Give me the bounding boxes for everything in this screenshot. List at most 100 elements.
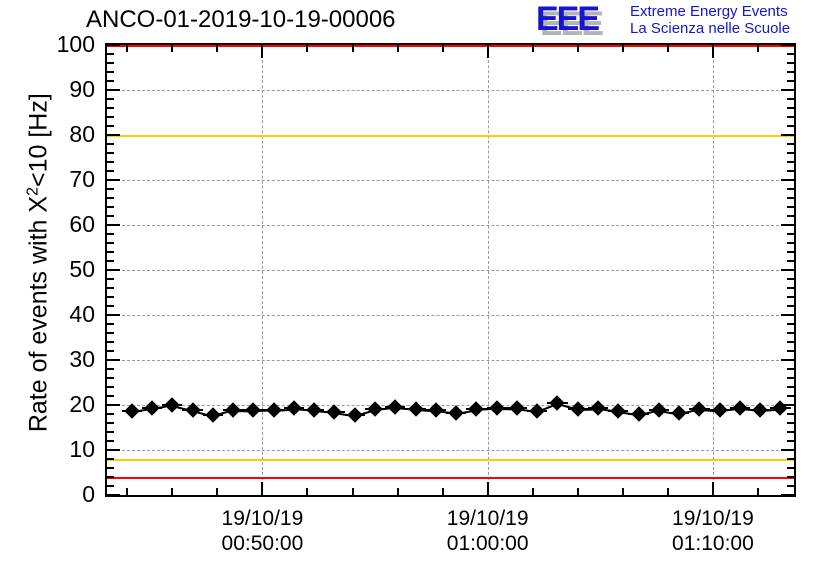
eee-logo-line2: La Scienza nelle Scuole xyxy=(630,20,791,37)
y-axis-minor-tick xyxy=(787,170,794,172)
x-axis-minor-tick xyxy=(441,45,444,52)
y-axis-minor-tick xyxy=(787,386,794,388)
x-axis-major-tick xyxy=(486,45,489,58)
y-axis-minor-tick xyxy=(787,278,794,280)
eee-logo: EEE EEE Extreme Energy Events La Scienza… xyxy=(536,2,834,42)
x-axis-tick-label-time: 01:10:00 xyxy=(672,532,754,555)
x-axis-minor-tick xyxy=(306,488,309,495)
y-axis-minor-tick xyxy=(787,377,794,379)
y-axis-major-tick xyxy=(781,404,794,406)
y-axis-tick-label: 50 xyxy=(69,256,95,282)
y-axis-minor-tick xyxy=(787,116,794,118)
y-axis-minor-tick xyxy=(107,413,114,415)
data-point-marker xyxy=(144,400,160,416)
data-point-marker xyxy=(367,401,383,417)
reference-line-upper-red-limit xyxy=(107,45,794,47)
y-axis-major-tick xyxy=(107,449,120,451)
x-axis-tick-label-date: 19/10/19 xyxy=(446,507,529,530)
y-axis-minor-tick xyxy=(787,422,794,424)
y-axis-minor-tick xyxy=(107,143,114,145)
x-axis-minor-tick xyxy=(621,45,624,52)
y-axis-minor-tick xyxy=(107,206,114,208)
data-point-marker xyxy=(630,406,647,422)
y-axis-minor-tick xyxy=(787,413,794,415)
gridline-horizontal xyxy=(107,90,794,91)
y-axis-minor-tick xyxy=(107,341,114,343)
reference-line-lower-yellow-warning xyxy=(107,459,794,461)
x-axis-major-tick xyxy=(261,45,264,58)
data-point-marker xyxy=(286,400,302,416)
x-axis-minor-tick xyxy=(351,488,354,495)
y-axis-tick-label: 20 xyxy=(69,391,95,417)
y-axis-major-tick xyxy=(781,314,794,316)
x-axis-minor-tick xyxy=(531,45,534,52)
y-axis-minor-tick xyxy=(107,395,114,397)
y-axis-minor-tick xyxy=(107,476,114,478)
y-axis-minor-tick xyxy=(107,107,114,109)
y-axis-minor-tick xyxy=(787,188,794,190)
data-point-marker xyxy=(671,405,687,421)
y-axis-major-tick xyxy=(107,134,120,136)
y-axis-major-tick xyxy=(781,494,794,495)
data-point-marker xyxy=(569,400,586,417)
y-axis-major-tick xyxy=(781,224,794,226)
data-point-marker xyxy=(772,400,789,416)
x-axis-minor-tick xyxy=(666,488,669,495)
y-axis-major-tick xyxy=(107,269,120,271)
y-axis-tick-label: 30 xyxy=(69,346,95,372)
x-axis-minor-tick xyxy=(621,488,624,495)
y-axis-minor-tick xyxy=(107,71,114,73)
y-axis-minor-tick xyxy=(107,170,114,172)
y-axis-minor-tick xyxy=(787,395,794,397)
x-axis-minor-tick xyxy=(216,488,219,495)
reference-line-lower-red-limit xyxy=(107,477,794,479)
y-axis-minor-tick xyxy=(787,242,794,244)
y-axis-minor-tick xyxy=(787,71,794,73)
y-axis-major-tick xyxy=(781,269,794,271)
y-axis-major-tick xyxy=(107,45,120,46)
y-axis-tick-label: 60 xyxy=(69,211,95,237)
y-axis-minor-tick xyxy=(107,161,114,163)
y-axis-tick-label: 40 xyxy=(69,301,95,327)
y-axis-minor-tick xyxy=(787,233,794,235)
y-axis-minor-tick xyxy=(107,251,114,253)
y-axis-minor-tick xyxy=(787,80,794,82)
y-axis-minor-tick xyxy=(787,287,794,289)
y-axis-tick-label: 100 xyxy=(56,31,95,57)
y-axis-minor-tick xyxy=(787,476,794,478)
y-axis-minor-tick xyxy=(107,53,114,55)
y-axis-minor-tick xyxy=(787,197,794,199)
y-axis-minor-tick xyxy=(787,350,794,352)
gridline-vertical xyxy=(712,45,714,495)
y-axis-minor-tick xyxy=(787,152,794,154)
x-axis-minor-tick xyxy=(171,45,174,52)
x-axis-minor-tick xyxy=(216,45,219,52)
y-axis-major-tick xyxy=(107,224,120,226)
data-point-marker xyxy=(407,400,424,417)
gridline-horizontal xyxy=(107,360,794,361)
data-point-marker xyxy=(326,403,343,420)
x-axis-minor-tick xyxy=(351,45,354,52)
y-axis-minor-tick xyxy=(787,332,794,334)
y-axis-minor-tick xyxy=(787,62,794,64)
data-point-marker xyxy=(488,399,505,416)
eee-logo-text: Extreme Energy Events La Scienza nelle S… xyxy=(630,3,790,37)
y-axis-minor-tick xyxy=(107,305,114,307)
x-axis-major-tick xyxy=(711,482,714,495)
y-axis-minor-tick xyxy=(107,368,114,370)
y-axis-tick-label: 70 xyxy=(69,166,95,192)
y-axis-minor-tick xyxy=(787,440,794,442)
y-axis-minor-tick xyxy=(107,188,114,190)
x-axis-tick-label-time: 00:50:00 xyxy=(221,532,304,555)
y-axis-minor-tick xyxy=(107,242,114,244)
gridline-horizontal xyxy=(107,270,794,271)
y-axis-minor-tick xyxy=(787,341,794,343)
x-axis-tick-label-date: 19/10/19 xyxy=(221,507,304,530)
y-axis-minor-tick xyxy=(787,305,794,307)
y-axis-minor-tick xyxy=(787,323,794,325)
y-axis-minor-tick xyxy=(107,116,114,118)
y-axis-major-tick xyxy=(107,404,120,406)
y-axis-minor-tick xyxy=(107,386,114,388)
